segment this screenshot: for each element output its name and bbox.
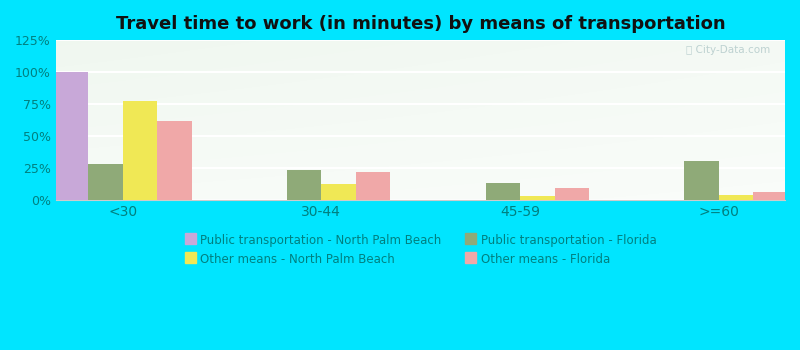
- Bar: [486, 183, 520, 200]
- Title: Travel time to work (in minutes) by means of transportation: Travel time to work (in minutes) by mean…: [116, 15, 726, 33]
- Bar: [322, 184, 356, 200]
- Bar: [554, 188, 589, 200]
- Bar: [287, 170, 322, 200]
- Legend: Public transportation - North Palm Beach, Other means - North Palm Beach, Public: Public transportation - North Palm Beach…: [185, 234, 656, 266]
- Bar: [356, 172, 390, 200]
- Bar: [754, 192, 788, 200]
- Bar: [520, 196, 554, 200]
- Bar: [122, 102, 157, 200]
- Bar: [88, 164, 122, 200]
- Bar: [54, 72, 88, 200]
- Bar: [157, 120, 191, 200]
- Bar: [684, 161, 718, 200]
- Text: ⓘ City-Data.com: ⓘ City-Data.com: [686, 45, 770, 55]
- Bar: [718, 195, 754, 200]
